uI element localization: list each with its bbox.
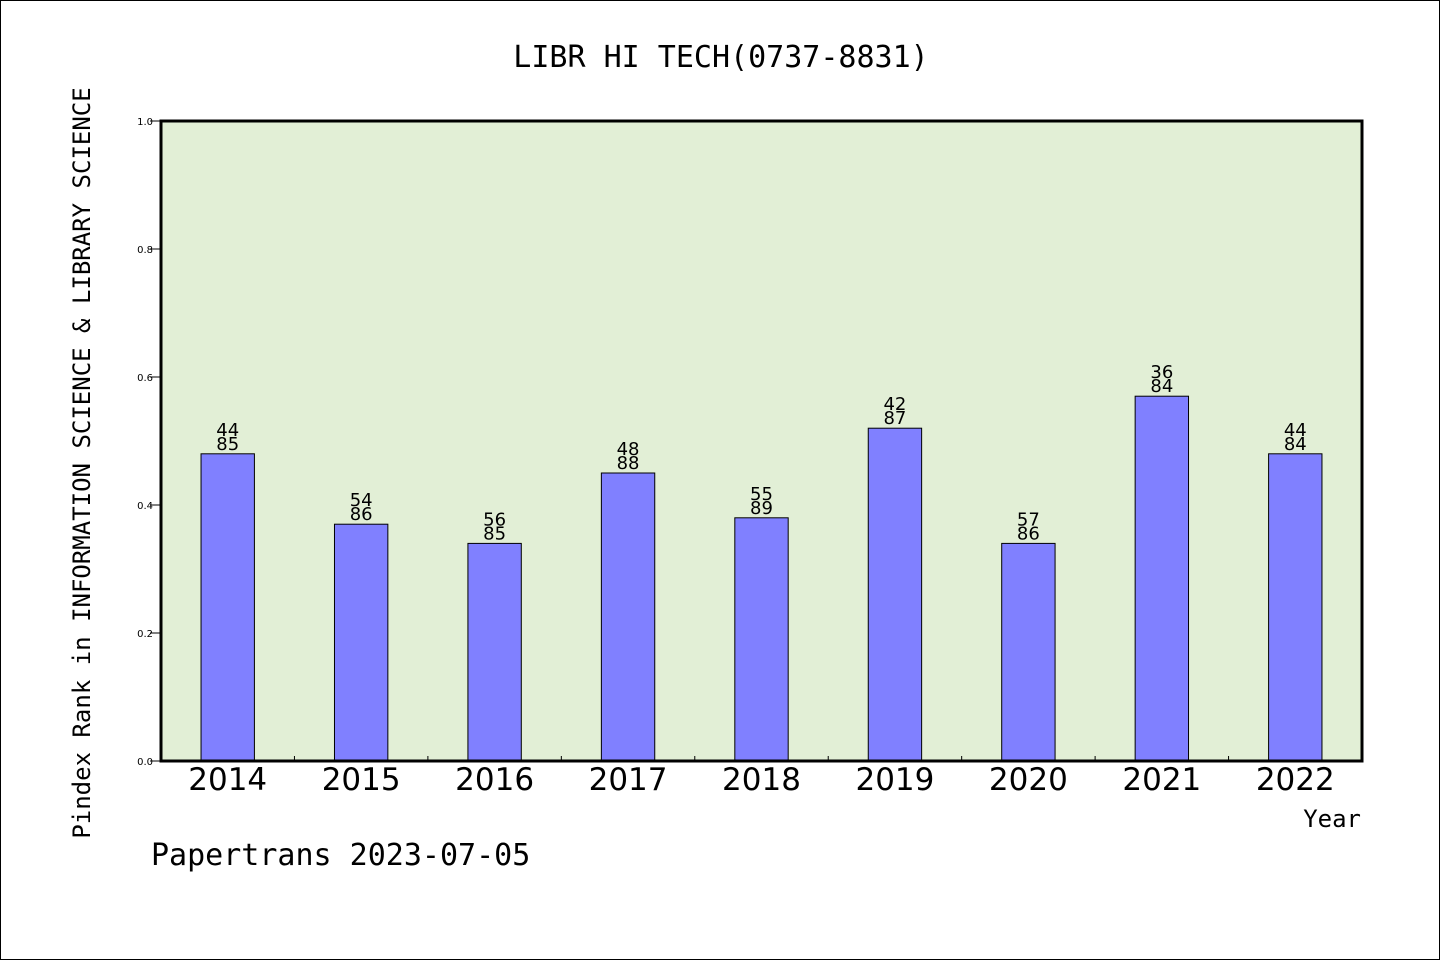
x-tick-label-2017: 2017 bbox=[589, 762, 668, 798]
bar-2017 bbox=[600, 472, 656, 762]
x-tick-label-2019: 2019 bbox=[855, 762, 934, 798]
x-tick-label-2020: 2020 bbox=[989, 762, 1068, 798]
bar-label-2022-1: 44 bbox=[1284, 420, 1307, 441]
x-tick-label-2018: 2018 bbox=[722, 762, 801, 798]
bar-label-2016-2: 85 bbox=[483, 523, 506, 544]
plot-border bbox=[159, 119, 1364, 763]
bar-label-2020-1: 57 bbox=[1017, 509, 1040, 530]
bar-label-2016-1: 56 bbox=[483, 509, 506, 530]
y-tick-label: 1.0 bbox=[137, 117, 153, 128]
y-axis: 0.0 0.2 0.4 0.6 0.8 1.0 bbox=[137, 117, 161, 768]
footer-credit: Papertrans 2023-07-05 bbox=[151, 838, 530, 873]
y-axis-label: Pindex Rank in INFORMATION SCIENCE & LIB… bbox=[68, 87, 96, 838]
bar-label-2022-2: 84 bbox=[1284, 434, 1307, 455]
bar-label-2015-1: 54 bbox=[350, 490, 373, 511]
x-tick-label-2022: 2022 bbox=[1256, 762, 1335, 798]
bar-label-2017-2: 88 bbox=[617, 453, 640, 474]
bar-2020 bbox=[1001, 542, 1056, 762]
bar-label-2019-2: 87 bbox=[883, 408, 906, 429]
x-axis-label: Year bbox=[1303, 805, 1361, 833]
bar-label-2014-1: 44 bbox=[216, 420, 239, 441]
bar-label-2021-2: 84 bbox=[1150, 376, 1173, 397]
bar-label-2021-1: 36 bbox=[1150, 362, 1173, 383]
bar-2014 bbox=[200, 453, 255, 762]
x-tick-label-2021: 2021 bbox=[1122, 762, 1201, 798]
bar-label-2019-1: 42 bbox=[883, 394, 906, 415]
bar-2021 bbox=[1134, 395, 1190, 762]
y-tick-label: 0.4 bbox=[137, 501, 153, 512]
bar-label-2018-1: 55 bbox=[750, 484, 773, 505]
bar-2016 bbox=[467, 542, 522, 762]
x-tick-label-2014: 2014 bbox=[188, 762, 267, 798]
bar-2015 bbox=[333, 523, 389, 762]
x-tick-label-2015: 2015 bbox=[322, 762, 401, 798]
bar-2022 bbox=[1268, 453, 1323, 762]
bar-label-2014-2: 85 bbox=[216, 434, 239, 455]
bar-label-2020-2: 86 bbox=[1017, 523, 1040, 544]
x-tick-label-2016: 2016 bbox=[455, 762, 534, 798]
y-tick-label: 0.6 bbox=[137, 373, 153, 384]
bar-2019 bbox=[867, 427, 923, 762]
bar-2018 bbox=[734, 517, 789, 762]
bar-label-2017-1: 48 bbox=[617, 439, 640, 460]
y-tick-label: 0.8 bbox=[137, 245, 153, 256]
bar-label-2018-2: 89 bbox=[750, 498, 773, 519]
x-axis: 2014 2015 2016 2017 2018 2019 2020 2021 2022 bbox=[188, 756, 1335, 798]
bar-label-2015-2: 86 bbox=[350, 504, 373, 525]
y-tick-label: 0.0 bbox=[137, 757, 153, 768]
y-tick-label: 0.2 bbox=[137, 629, 153, 640]
chart-title: LIBR HI TECH(0737-8831) bbox=[513, 40, 928, 75]
